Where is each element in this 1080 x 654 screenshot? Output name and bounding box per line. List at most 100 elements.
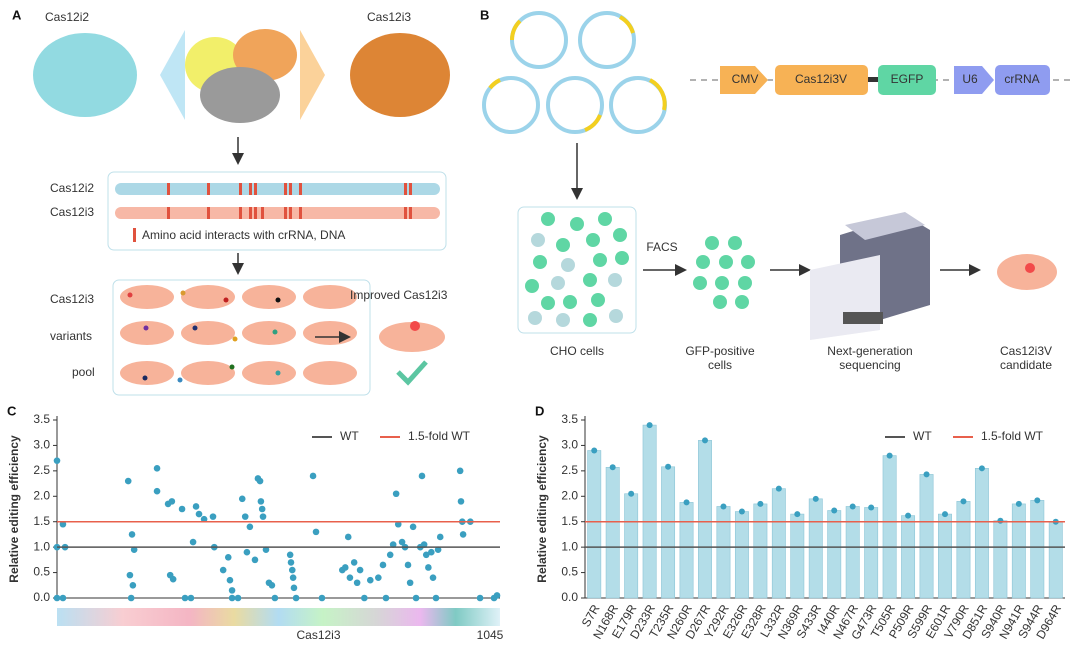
point xyxy=(429,574,437,581)
point xyxy=(379,561,387,569)
y-tick-label: 1.5 xyxy=(561,514,578,528)
point xyxy=(341,564,349,571)
gene xyxy=(995,65,1050,95)
point xyxy=(288,566,296,574)
point xyxy=(251,556,259,564)
bar xyxy=(734,511,749,599)
point xyxy=(169,575,177,583)
point xyxy=(234,594,242,602)
gene xyxy=(878,65,936,95)
y-axis-label: Relative editing efficiency xyxy=(7,435,21,583)
point xyxy=(389,541,397,548)
point xyxy=(436,533,444,541)
point xyxy=(181,594,189,602)
construct-label: Cas12i3V xyxy=(795,72,847,86)
bar-cap xyxy=(831,507,838,514)
panel-label: A xyxy=(12,7,22,22)
point xyxy=(127,594,135,602)
bar xyxy=(1011,503,1026,599)
point xyxy=(459,531,467,538)
construct-label: U6 xyxy=(962,72,978,86)
y-tick-label: 3.5 xyxy=(561,412,578,426)
bar-cap xyxy=(646,422,653,429)
point xyxy=(228,594,236,602)
point xyxy=(366,576,374,584)
point xyxy=(287,559,295,566)
bar xyxy=(993,520,1008,599)
bar xyxy=(790,513,805,599)
point xyxy=(457,498,465,505)
point xyxy=(382,594,390,602)
bar xyxy=(938,513,952,599)
point xyxy=(412,594,420,602)
bar xyxy=(624,493,639,599)
point xyxy=(422,551,430,559)
step-label: candidate xyxy=(1000,358,1052,372)
bar xyxy=(919,474,934,599)
box xyxy=(112,279,371,396)
bar xyxy=(808,498,823,599)
step-label: sequencing xyxy=(839,358,900,372)
point xyxy=(420,541,428,548)
y-tick-label: 1.0 xyxy=(561,539,578,553)
point xyxy=(168,498,176,505)
x-axis-label: Cas12i3 xyxy=(296,628,340,642)
legend-label: 1.5-fold WT xyxy=(408,429,471,443)
bar-cap xyxy=(812,495,819,502)
bar-cap xyxy=(665,463,672,470)
point xyxy=(259,513,267,520)
plasmid-inserts xyxy=(488,15,667,132)
point xyxy=(456,467,464,475)
bar-cap xyxy=(997,517,1004,524)
point xyxy=(398,538,406,546)
row-label: pool xyxy=(72,365,95,379)
bar-cap xyxy=(886,452,893,459)
point xyxy=(344,533,352,541)
variant-pool xyxy=(120,285,357,385)
box xyxy=(517,206,637,334)
point xyxy=(353,579,361,587)
bar xyxy=(771,488,786,599)
bar-cap xyxy=(960,498,967,505)
y-tick-label: 1.0 xyxy=(33,539,50,553)
y-tick-label: 2.5 xyxy=(561,463,578,477)
point xyxy=(394,520,402,528)
domain-bar xyxy=(57,608,500,626)
point xyxy=(224,554,232,561)
y-tick-label: 2.0 xyxy=(561,488,578,502)
point xyxy=(292,594,300,602)
point xyxy=(243,548,251,556)
protein-label: Cas12i3 xyxy=(367,10,411,24)
promoter xyxy=(720,66,768,94)
point xyxy=(262,546,270,553)
point xyxy=(257,498,265,505)
legend-label: WT xyxy=(340,429,359,443)
bar xyxy=(901,515,916,599)
construct-label: CMV xyxy=(732,72,759,86)
point xyxy=(189,538,197,546)
gene xyxy=(775,65,868,95)
protein-structure xyxy=(350,33,450,117)
point xyxy=(425,564,432,571)
legend-label: 1.5-fold WT xyxy=(981,429,1044,443)
construct-label: EGFP xyxy=(891,72,924,86)
panel-b: B CMV Cas12i3V EGFP U6 crRNA FACS CHO ce… xyxy=(480,7,1075,372)
interaction-ticks xyxy=(133,183,412,242)
point xyxy=(258,505,266,513)
panel-a: A Cas12i2 Cas12i3 Cas12i2 Cas12i3 Amino … xyxy=(12,7,450,396)
sequence-bar xyxy=(115,207,440,219)
point xyxy=(228,587,236,594)
point xyxy=(153,465,161,472)
y-tick-label: 0.0 xyxy=(33,590,50,604)
bar-cap xyxy=(942,511,948,518)
step-label: Cas12i3V xyxy=(1000,344,1052,358)
bar-cap xyxy=(775,485,782,492)
bar xyxy=(1048,521,1063,599)
protein-structure xyxy=(33,33,137,117)
point xyxy=(286,551,294,559)
bar xyxy=(753,503,768,599)
y-tick-label: 0.5 xyxy=(561,565,578,579)
point xyxy=(246,523,254,531)
point xyxy=(178,505,186,513)
